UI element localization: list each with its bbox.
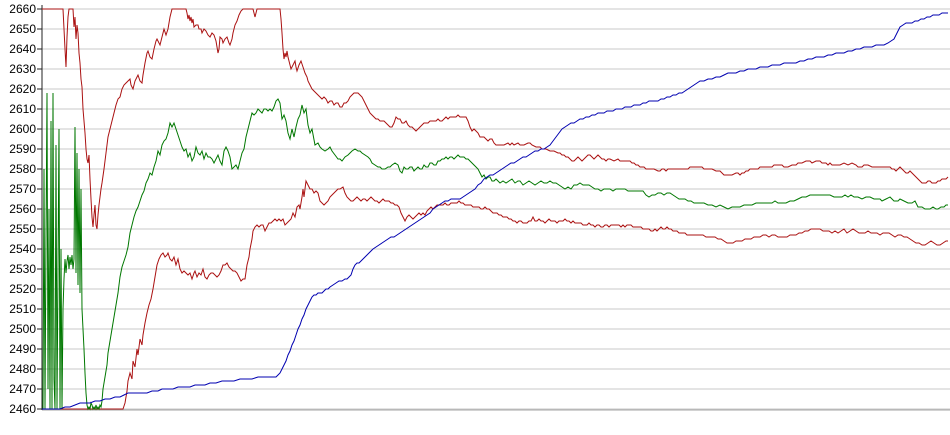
series-green-line [42,92,948,411]
y-axis-label: 2570 [9,182,36,196]
y-axis-label: 2530 [9,262,36,276]
y-axis-label: 2630 [9,62,36,76]
series-layer [42,8,949,411]
y-axis-label: 2660 [9,2,36,16]
axis-layer [37,5,950,411]
y-axis-labels: 2660 2650 2640 2630 2620 2610 2600 2590 2580 2570… [9,2,36,416]
y-axis-label: 2490 [9,342,36,356]
series-blue-line [42,12,948,410]
y-axis-label: 2610 [9,102,36,116]
y-axis-label: 2600 [9,122,36,136]
y-axis-label: 2500 [9,322,36,336]
y-axis-label: 2460 [9,402,36,416]
grid-layer [42,8,950,410]
y-axis-label: 2560 [9,202,36,216]
y-axis-label: 2540 [9,242,36,256]
y-axis-label: 2620 [9,82,36,96]
y-axis-label: 2640 [9,42,36,56]
y-axis-label: 2550 [9,222,36,236]
y-axis-label: 2650 [9,22,36,36]
y-axis-label: 2590 [9,142,36,156]
y-axis-label: 2470 [9,382,36,396]
y-axis-label: 2520 [9,282,36,296]
series-red_lower-line [42,179,948,410]
y-axis-label: 2580 [9,162,36,176]
series-red_upper-line [42,8,949,230]
y-axis-label: 2510 [9,302,36,316]
y-axis-label: 2480 [9,362,36,376]
